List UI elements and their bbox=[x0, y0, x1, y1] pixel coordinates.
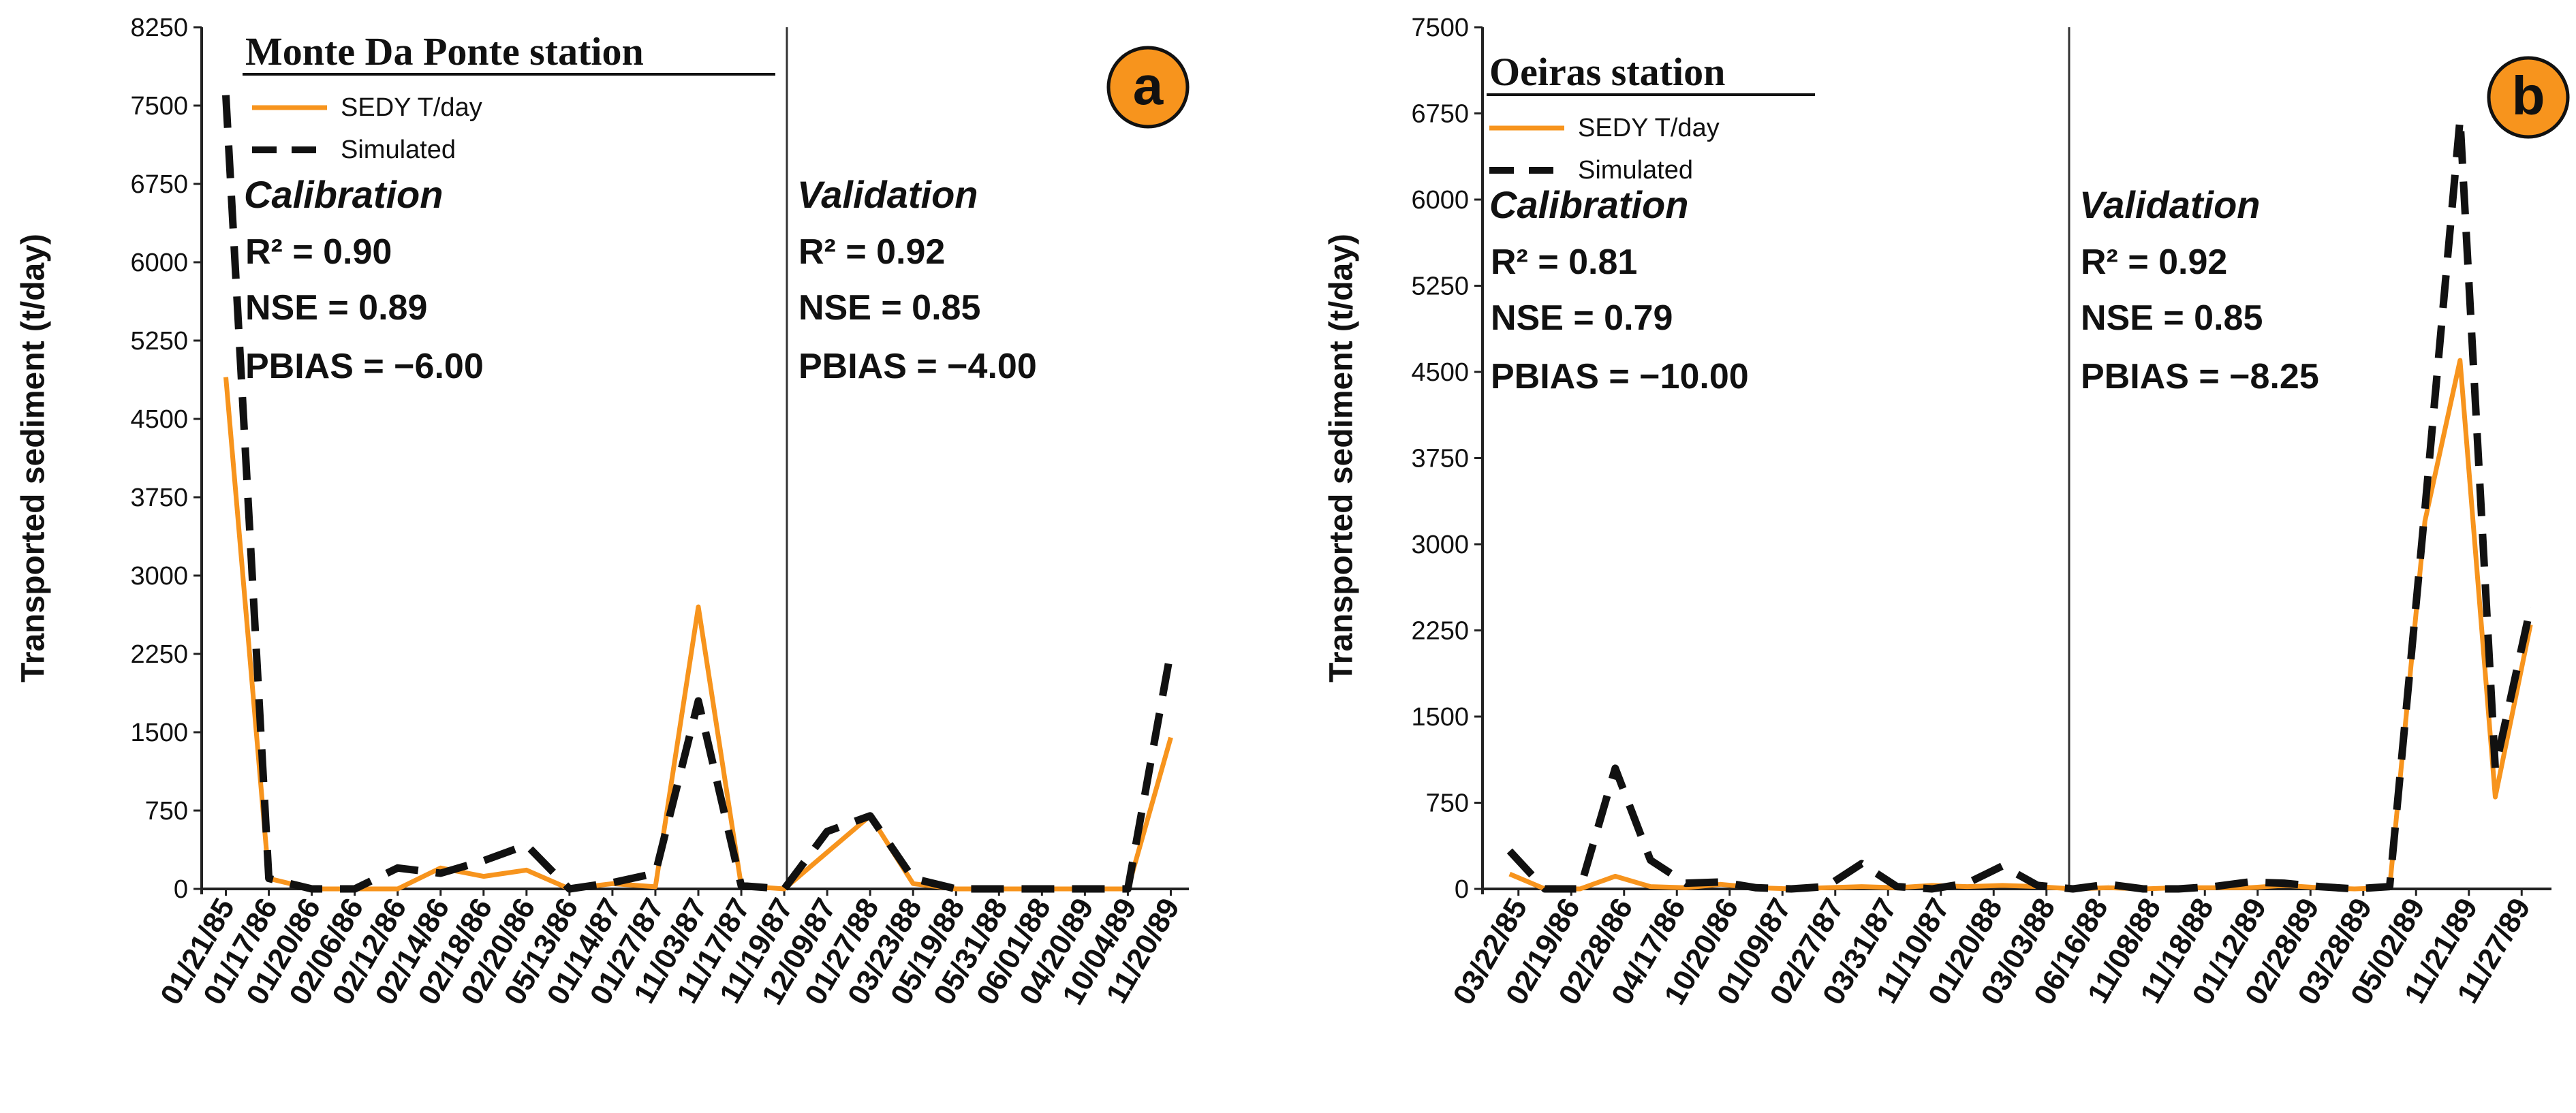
y-tick-label: 3000 bbox=[130, 562, 188, 591]
y-tick-label: 2250 bbox=[130, 640, 188, 669]
validation-title: Validation bbox=[2079, 183, 2261, 226]
y-tick-label: 6000 bbox=[1411, 186, 1469, 215]
y-tick-label: 2250 bbox=[1411, 617, 1469, 646]
y-tick-label: 6750 bbox=[1411, 100, 1469, 129]
y-tick-label: 3750 bbox=[1411, 445, 1469, 473]
calibration-pbias: PBIAS = −10.00 bbox=[1491, 357, 1749, 396]
panel-badge bbox=[1106, 46, 1190, 129]
series-line-observed bbox=[1508, 358, 2533, 892]
y-axis-label: Transported sediment (t/day) bbox=[1324, 234, 1360, 683]
calibration-title: Calibration bbox=[1489, 183, 1688, 226]
validation-title: Validation bbox=[797, 173, 978, 216]
y-tick-label: 5250 bbox=[130, 327, 188, 356]
y-tick-label: 4500 bbox=[1411, 358, 1469, 387]
series-line-observed bbox=[223, 377, 1173, 892]
station-title: Monte Da Ponte station bbox=[245, 29, 644, 74]
y-tick-label: 3750 bbox=[130, 484, 188, 512]
panel-badge-label: b bbox=[2512, 65, 2545, 126]
legend-label-observed: SEDY T/day bbox=[341, 93, 482, 122]
y-tick-label: 0 bbox=[1455, 875, 1469, 904]
panel-badge-label: a bbox=[1133, 55, 1164, 116]
validation-r2: R² = 0.92 bbox=[798, 232, 945, 272]
panel-a-chart: 0 750 1500 2250 3000 3750 4500 5250 6000 6750 7500… bbox=[16, 14, 1190, 1010]
y-tick-label: 7500 bbox=[1411, 14, 1469, 42]
y-tick-label: 3000 bbox=[1411, 531, 1469, 559]
calibration-title: Calibration bbox=[244, 173, 443, 216]
y-tick-label: 750 bbox=[145, 797, 188, 826]
legend-label-simulated: Simulated bbox=[341, 136, 456, 164]
validation-pbias: PBIAS = −4.00 bbox=[798, 347, 1037, 386]
calibration-r2: R² = 0.81 bbox=[1491, 242, 1637, 282]
legend-label-observed: SEDY T/day bbox=[1578, 114, 1720, 142]
y-axis-label: Transported sediment (t/day) bbox=[16, 234, 52, 683]
y-tick-label: 6000 bbox=[130, 249, 188, 277]
calibration-pbias: PBIAS = −6.00 bbox=[245, 347, 484, 386]
y-tick-label: 7500 bbox=[130, 92, 188, 121]
station-title: Oeiras station bbox=[1489, 50, 1725, 94]
y-tick-label: 5250 bbox=[1411, 272, 1469, 301]
validation-nse: NSE = 0.85 bbox=[2081, 298, 2263, 338]
validation-pbias: PBIAS = −8.25 bbox=[2081, 357, 2319, 396]
validation-nse: NSE = 0.85 bbox=[798, 288, 980, 328]
y-tick-label: 4500 bbox=[130, 405, 188, 434]
y-tick-label: 750 bbox=[1426, 789, 1469, 818]
calibration-nse: NSE = 0.79 bbox=[1491, 298, 1673, 338]
y-tick-label: 1500 bbox=[130, 719, 188, 747]
validation-r2: R² = 0.92 bbox=[2081, 242, 2227, 282]
calibration-nse: NSE = 0.89 bbox=[245, 288, 427, 328]
y-tick-label: 6750 bbox=[130, 170, 188, 199]
y-tick-label: 0 bbox=[174, 875, 188, 904]
y-tick-label: 8250 bbox=[130, 14, 188, 42]
series-line-simulated bbox=[1506, 115, 2534, 893]
calibration-r2: R² = 0.90 bbox=[245, 232, 392, 272]
panel-b-chart: 0 750 1500 2250 3000 3750 4500 5250 6000 6750 7500… bbox=[1324, 14, 2570, 1010]
y-tick-label: 1500 bbox=[1411, 703, 1469, 732]
legend-label-simulated: Simulated bbox=[1578, 156, 1693, 185]
panel-badge bbox=[2487, 56, 2570, 139]
